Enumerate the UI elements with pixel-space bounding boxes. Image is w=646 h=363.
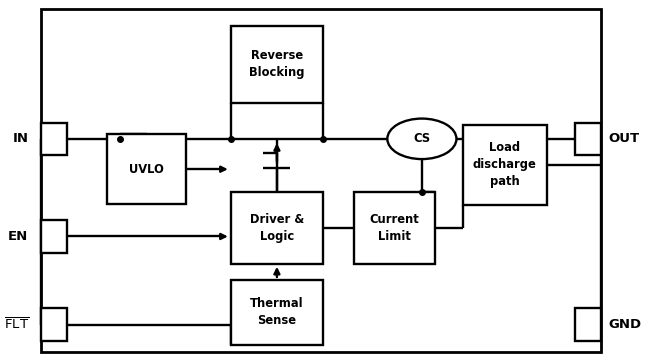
- Text: Thermal
Sense: Thermal Sense: [250, 297, 304, 327]
- Bar: [41, 309, 67, 341]
- Text: Reverse
Blocking: Reverse Blocking: [249, 49, 305, 79]
- Text: IN: IN: [12, 132, 28, 145]
- Bar: [41, 123, 67, 155]
- Bar: [231, 192, 323, 264]
- Bar: [231, 26, 323, 103]
- Bar: [354, 192, 435, 264]
- Text: UVLO: UVLO: [129, 163, 164, 176]
- Bar: [575, 123, 601, 155]
- Bar: [41, 220, 67, 253]
- Bar: [463, 125, 547, 205]
- Text: EN: EN: [8, 230, 28, 243]
- Text: $\overline{\rm FLT}$: $\overline{\rm FLT}$: [5, 317, 30, 333]
- Bar: [231, 280, 323, 345]
- Text: Current
Limit: Current Limit: [370, 213, 420, 243]
- Text: CS: CS: [413, 132, 430, 145]
- Text: OUT: OUT: [609, 132, 640, 145]
- Bar: [575, 309, 601, 341]
- Text: Load
discharge
path: Load discharge path: [473, 141, 537, 188]
- Bar: [107, 134, 186, 204]
- Circle shape: [388, 119, 457, 159]
- Text: GND: GND: [609, 318, 642, 331]
- Text: Driver &
Logic: Driver & Logic: [250, 213, 304, 243]
